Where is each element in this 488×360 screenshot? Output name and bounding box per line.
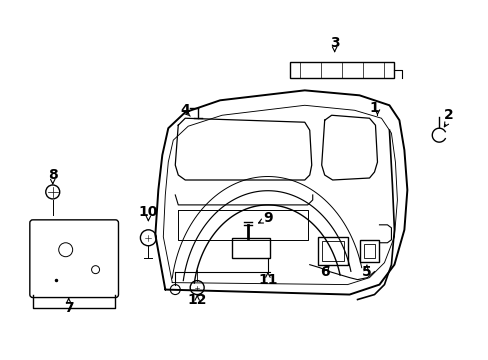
Text: 9: 9	[263, 211, 272, 225]
FancyBboxPatch shape	[317, 237, 347, 265]
Text: 3: 3	[329, 36, 339, 50]
Text: 11: 11	[258, 273, 277, 287]
Text: 6: 6	[319, 265, 329, 279]
Text: 1: 1	[369, 101, 379, 115]
FancyBboxPatch shape	[289, 62, 394, 78]
FancyBboxPatch shape	[359, 240, 379, 262]
Text: 7: 7	[64, 301, 73, 315]
FancyBboxPatch shape	[363, 244, 375, 258]
FancyBboxPatch shape	[30, 220, 118, 298]
Text: 5: 5	[361, 265, 371, 279]
FancyBboxPatch shape	[321, 241, 343, 261]
Text: 8: 8	[48, 168, 58, 182]
FancyBboxPatch shape	[232, 238, 269, 258]
Text: 2: 2	[444, 108, 453, 122]
Text: 12: 12	[187, 293, 206, 306]
Text: 4: 4	[180, 103, 190, 117]
Text: 10: 10	[139, 205, 158, 219]
